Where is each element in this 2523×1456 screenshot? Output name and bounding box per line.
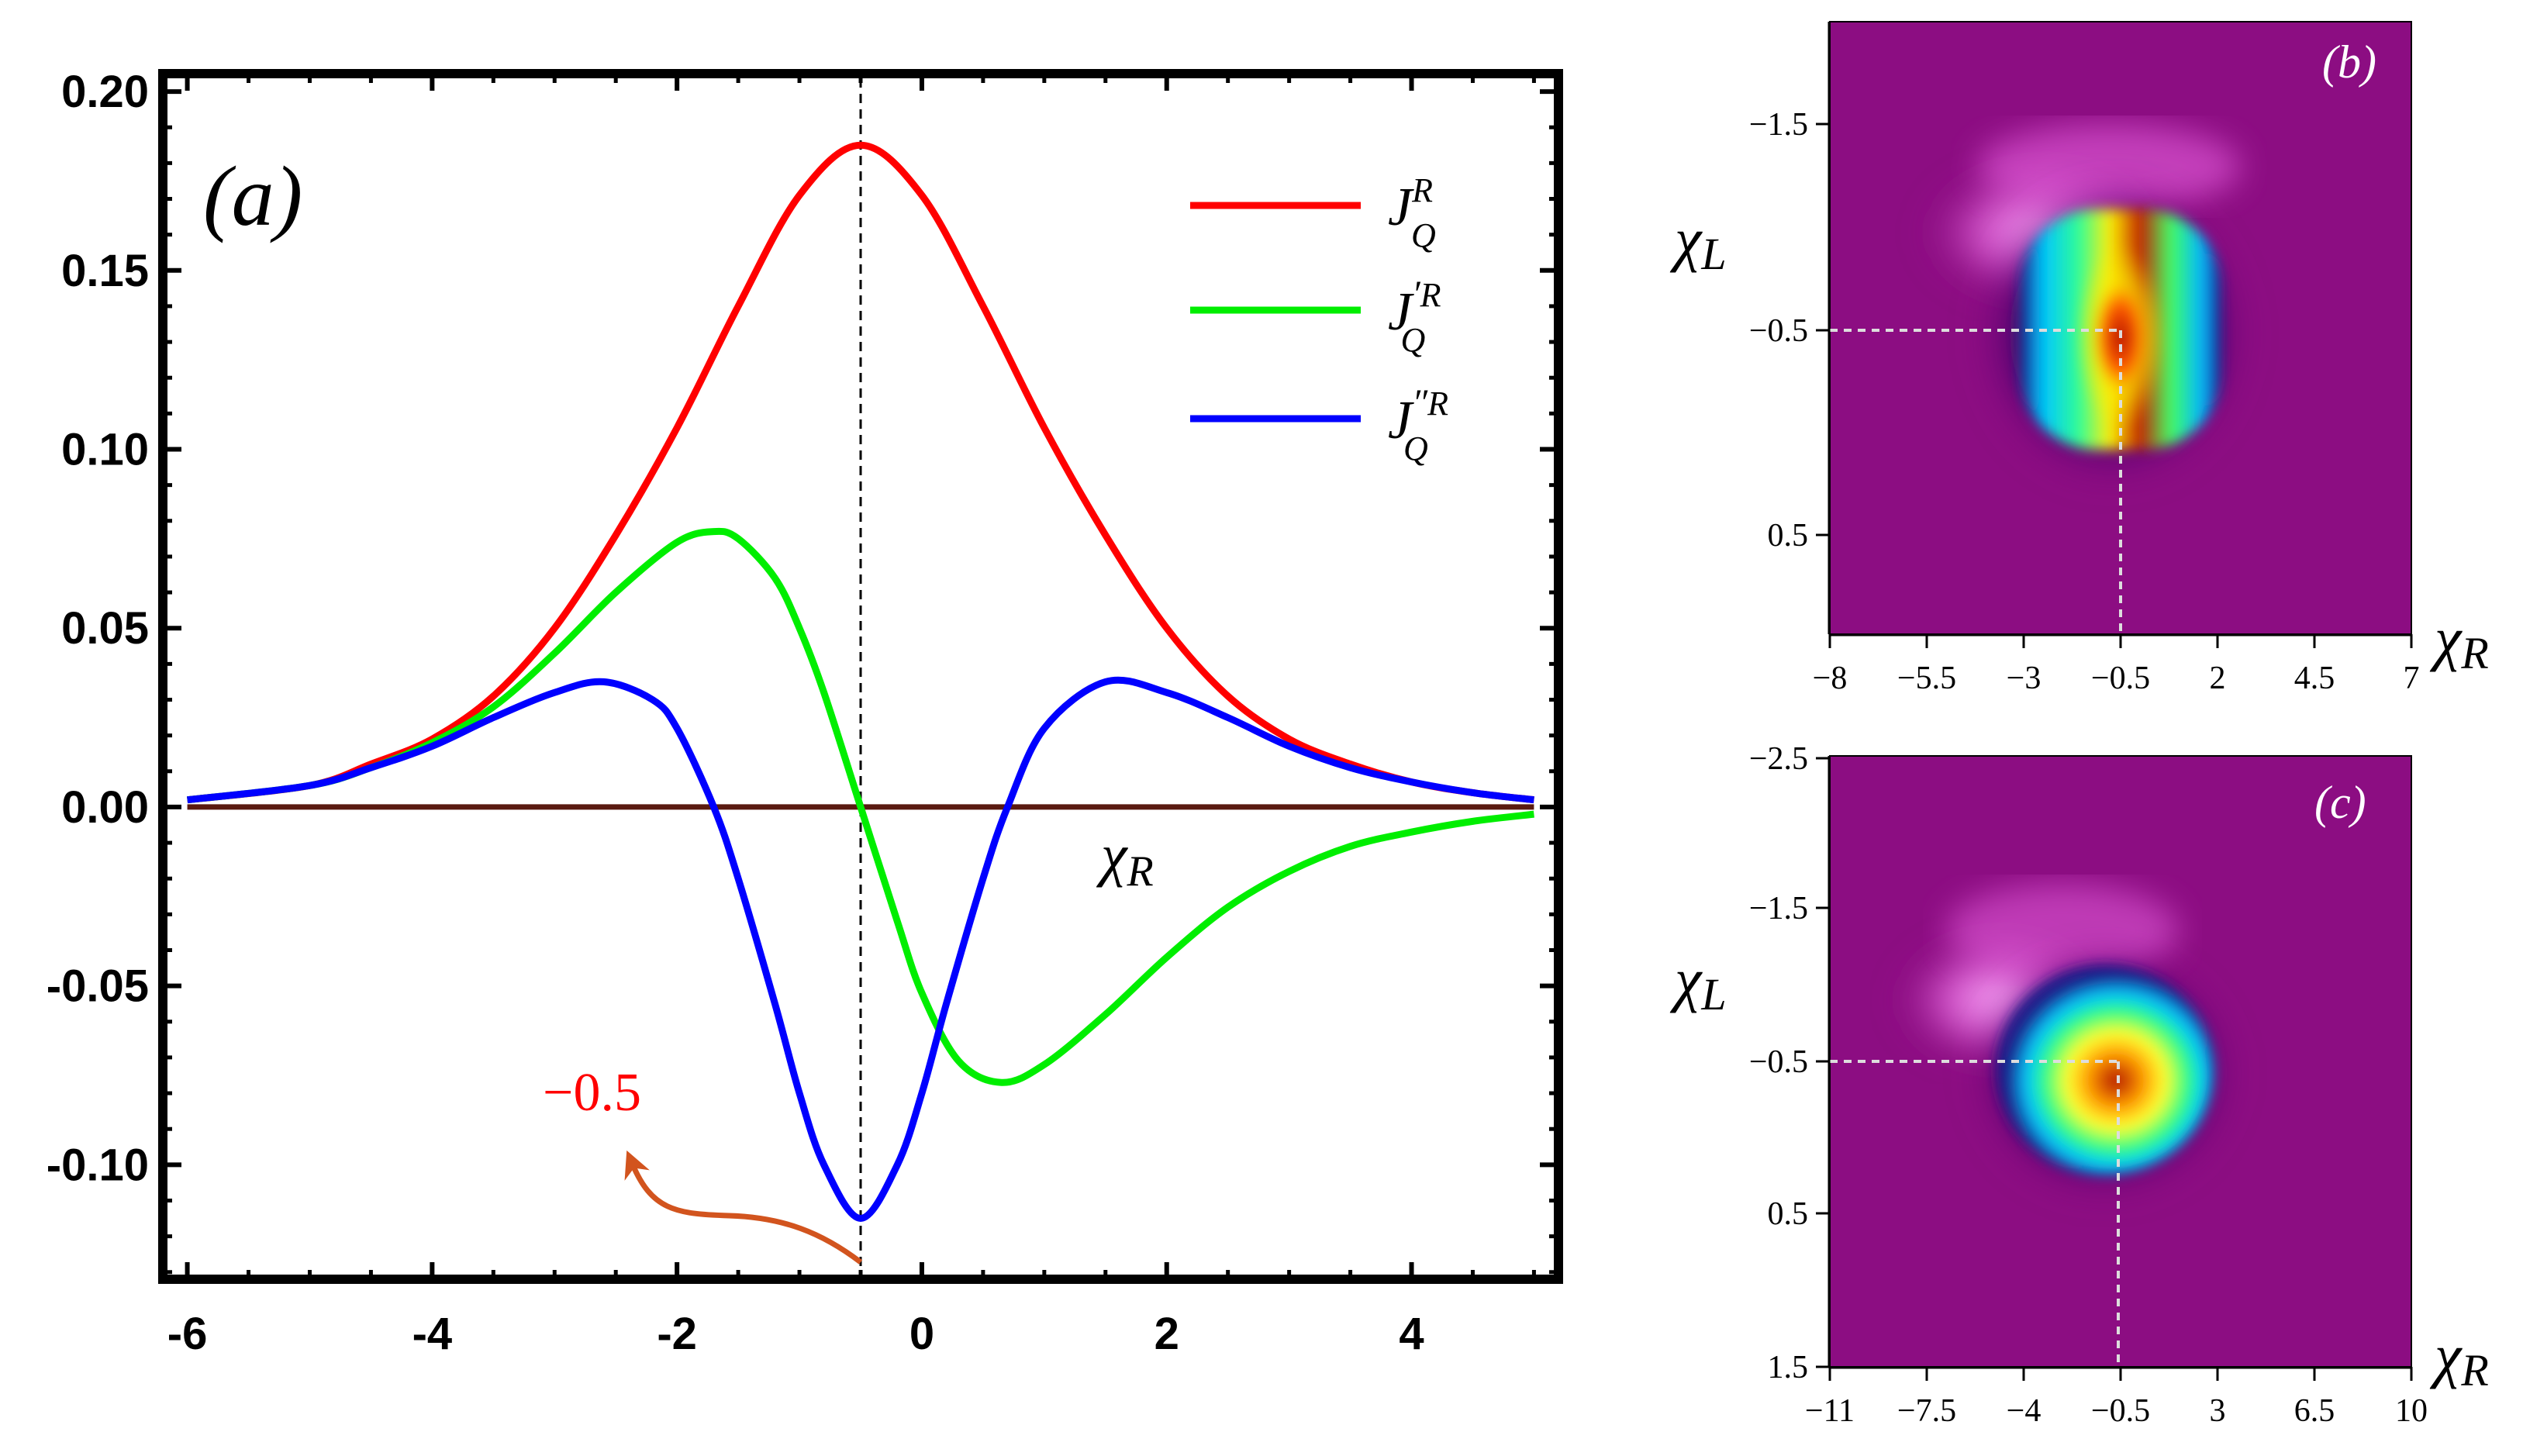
panel-a-line-chart: -6 -4 -2 0 2 40.200.150.100.050.00-0.05-0.10 … — [47, 67, 1563, 1359]
panel-c-heatmap: −11 −7.5 −4 −0.5 3 6.5 10 −2.5 −1.5 −0.5 0.5 1.5 (c… — [1669, 741, 2489, 1429]
heat-x-tick-label: −3 — [2007, 661, 2042, 696]
chi-symbol: χ — [1096, 823, 1128, 888]
x-tick-label: 0 — [909, 1309, 934, 1359]
heat-x-tick-label: 3 — [2210, 1393, 2226, 1429]
x-tick-label: -2 — [657, 1309, 697, 1359]
heat-x-tick-label: −0.5 — [2091, 661, 2150, 696]
heat-x-tick-label: 6.5 — [2294, 1393, 2335, 1429]
series-jqr-dprime — [187, 676, 1534, 1223]
x-tick-label: 4 — [1399, 1309, 1424, 1359]
heat-x-tick-label: −8 — [1813, 661, 1848, 696]
heat-x-tick-label: 10 — [2395, 1393, 2428, 1429]
heat-y-tick-label: −0.5 — [1749, 313, 1808, 349]
heat-x-tick-label: 7 — [2404, 661, 2420, 696]
heat-x-tick-label: −5.5 — [1897, 661, 1956, 696]
legend: JR Q J′R Q J″R Q — [1190, 171, 1448, 468]
heatmap-b-ticks: −8 −5.5 −3 −0.5 2 4.5 7 −1.5 −0.5 0.5 — [1749, 22, 2420, 696]
panel-a-tick-labels: -6 -4 -2 0 2 4 0.20 0.15 0.10 0.05 0.00 -0.05 -0.10 — [47, 67, 1424, 1359]
heatmap-b-ylabel: χL — [1669, 205, 1727, 279]
annotation-label: −0.5 — [543, 1063, 641, 1123]
heatmap-c-ylabel: χL — [1669, 946, 1727, 1020]
panel-b-heatmap: −8 −5.5 −3 −0.5 2 4.5 7 −1.5 −0.5 0.5 (b) χL χR — [1669, 21, 2489, 696]
heatmap-c-ticks: −11 −7.5 −4 −0.5 3 6.5 10 −2.5 −1.5 −0.5 0.5 1.5 — [1749, 741, 2428, 1429]
heat-x-tick-label: 2 — [2210, 661, 2226, 696]
series-jqr — [187, 141, 1534, 804]
heat-y-tick-label: 0.5 — [1768, 518, 1809, 554]
y-tick-label: 0.15 — [61, 246, 149, 296]
y-tick-label: -0.05 — [47, 961, 149, 1012]
heat-x-tick-label: 4.5 — [2294, 661, 2335, 696]
series-jqr-prime — [187, 527, 1534, 1086]
panel-a-ticks — [163, 74, 1558, 1279]
curve-axis-chi: χR — [1096, 823, 1154, 895]
heat-y-tick-label: −1.5 — [1749, 107, 1808, 143]
panel-a-label: (a) — [203, 149, 302, 243]
heatmap-b-image — [1919, 124, 2252, 488]
heat-y-tick-label: −0.5 — [1749, 1044, 1808, 1080]
heatmap-c-image — [1892, 884, 2241, 1202]
annotation-arrow — [624, 1150, 863, 1265]
heat-x-tick-label: −4 — [2007, 1393, 2042, 1429]
heat-y-tick-label: 0.5 — [1768, 1196, 1809, 1232]
y-tick-label: 0.20 — [61, 67, 149, 117]
legend-label-jqr-prime: J′R Q — [1388, 274, 1441, 359]
panel-c-label: (c) — [2314, 777, 2366, 828]
heat-x-tick-label: −11 — [1805, 1393, 1855, 1429]
y-tick-label: 0.05 — [61, 603, 149, 654]
x-tick-label: -4 — [412, 1309, 453, 1359]
heat-y-tick-label: −2.5 — [1749, 741, 1808, 777]
panel-b-label: (b) — [2322, 36, 2376, 88]
heat-x-tick-label: −0.5 — [2091, 1393, 2150, 1429]
y-tick-label: 0.10 — [61, 424, 149, 474]
y-tick-label: 0.00 — [61, 782, 149, 833]
legend-label-jqr: JR Q — [1388, 171, 1436, 254]
heatmap-b-xlabel: χR — [2429, 605, 2489, 678]
heat-y-tick-label: −1.5 — [1749, 891, 1808, 926]
y-tick-label: -0.10 — [47, 1140, 149, 1190]
chi-sub: R — [1126, 847, 1153, 895]
heat-x-tick-label: −7.5 — [1897, 1393, 1956, 1429]
heat-y-tick-label: 1.5 — [1768, 1350, 1809, 1385]
x-tick-label: 2 — [1155, 1309, 1179, 1359]
heatmap-c-xlabel: χR — [2429, 1322, 2489, 1396]
panel-a-series — [187, 141, 1534, 1223]
x-tick-label: -6 — [167, 1309, 208, 1359]
legend-label-jqr-dprime: J″R Q — [1388, 382, 1448, 468]
